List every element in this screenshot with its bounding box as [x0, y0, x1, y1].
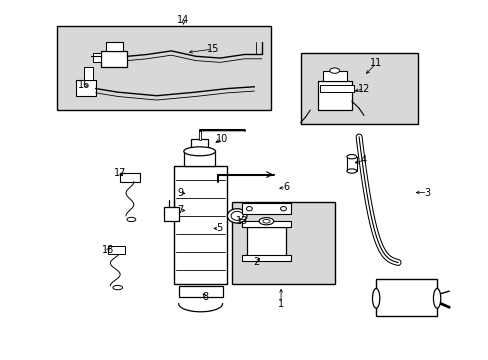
Text: 11: 11 [369, 58, 382, 68]
Bar [322, 71, 346, 81]
Text: 8: 8 [202, 292, 208, 302]
Bar [375, 279, 436, 316]
Bar [93, 53, 101, 62]
Text: 5: 5 [216, 224, 222, 233]
Bar [346, 157, 356, 171]
Text: 16: 16 [77, 80, 89, 90]
Text: 1: 1 [278, 299, 284, 309]
Ellipse shape [346, 154, 356, 159]
Bar [57, 26, 271, 110]
Text: 6: 6 [282, 182, 288, 192]
Bar [242, 221, 290, 226]
Bar [83, 67, 93, 80]
Ellipse shape [329, 68, 339, 73]
Ellipse shape [262, 220, 269, 223]
Bar [120, 173, 140, 182]
Bar [178, 286, 222, 297]
Bar [246, 226, 285, 259]
Bar [317, 81, 351, 110]
Bar [101, 51, 127, 67]
Ellipse shape [231, 211, 243, 220]
Ellipse shape [280, 207, 286, 211]
Bar [190, 139, 207, 151]
Bar [242, 255, 290, 261]
Ellipse shape [227, 209, 246, 223]
Bar [173, 166, 227, 284]
Text: 2: 2 [253, 257, 259, 267]
Text: 7: 7 [177, 206, 183, 216]
Text: 15: 15 [206, 44, 219, 54]
Bar [242, 203, 290, 214]
Text: 12: 12 [357, 84, 369, 94]
Text: 10: 10 [216, 134, 228, 144]
Text: 18: 18 [102, 245, 114, 255]
Ellipse shape [113, 285, 122, 290]
Bar [108, 246, 125, 253]
Ellipse shape [127, 217, 136, 222]
Bar [183, 151, 215, 166]
Text: 3: 3 [424, 188, 429, 198]
Ellipse shape [246, 207, 252, 211]
Text: 9: 9 [177, 188, 183, 198]
Text: 14: 14 [177, 15, 189, 26]
Text: 17: 17 [114, 168, 126, 178]
Bar [76, 80, 96, 96]
Text: 13: 13 [235, 216, 248, 226]
Ellipse shape [432, 288, 440, 308]
Ellipse shape [346, 169, 356, 173]
Bar [232, 202, 334, 284]
Ellipse shape [259, 218, 273, 225]
Bar [163, 207, 178, 221]
Bar [300, 53, 417, 125]
Bar [320, 85, 353, 92]
Text: 4: 4 [360, 155, 366, 165]
Ellipse shape [183, 147, 215, 156]
Ellipse shape [372, 288, 379, 308]
Bar [105, 42, 122, 51]
